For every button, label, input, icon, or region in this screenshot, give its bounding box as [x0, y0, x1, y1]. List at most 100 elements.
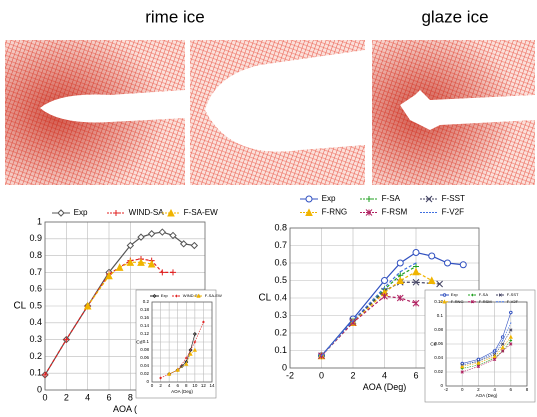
marker: [137, 233, 145, 241]
plot-frame: [445, 301, 528, 387]
marker: [152, 293, 157, 299]
marker: [427, 276, 436, 284]
marker: [425, 195, 433, 203]
x-tick-label: 2: [64, 392, 69, 402]
marker: [412, 267, 420, 276]
y-tick-label: 0.8: [29, 250, 42, 260]
y-tick-label: 0.02: [434, 369, 443, 374]
marker: [509, 328, 513, 332]
y-tick-label: 0.3: [29, 334, 42, 344]
y-tick-label: 0.1: [274, 345, 287, 355]
legend-label: F-RSM: [479, 299, 492, 304]
marker: [500, 345, 505, 350]
x-tick-label: 4: [168, 383, 171, 388]
x-tick-label: 4: [493, 387, 496, 392]
x-tick-label: 8: [185, 383, 188, 388]
marker: [501, 349, 505, 353]
x-tick-label: 8: [526, 387, 529, 392]
y-tick-label: 0: [440, 383, 443, 388]
marker: [492, 357, 497, 362]
marker: [175, 294, 178, 298]
x-tick-label: 6: [510, 387, 513, 392]
marker: [305, 208, 313, 216]
mesh-image: [372, 40, 535, 185]
x-axis-label: AOA (Deg): [171, 389, 193, 394]
marker: [442, 299, 447, 304]
y-tick-label: 0.12: [140, 331, 149, 336]
marker: [509, 342, 513, 346]
y-tick-label: 0.6: [274, 257, 287, 267]
y-tick-label: 0.1: [143, 339, 150, 344]
y-tick-label: 0.6: [29, 284, 42, 294]
marker: [412, 278, 420, 286]
y-tick-label: 0.7: [29, 267, 42, 277]
y-tick-label: 0: [146, 379, 149, 384]
x-tick-label: 4: [382, 370, 387, 380]
marker: [147, 259, 156, 268]
marker: [442, 293, 447, 297]
marker: [415, 262, 417, 264]
x-tick-label: 0: [42, 392, 47, 402]
legend-label: Exp: [451, 292, 459, 297]
x-tick-label: -2: [286, 370, 294, 380]
marker: [444, 259, 452, 267]
y-tick-label: 0.1: [29, 368, 42, 378]
marker: [502, 339, 504, 342]
marker: [42, 371, 48, 378]
mesh-image: [190, 40, 365, 185]
marker: [188, 351, 193, 356]
y-tick-label: 0.2: [143, 299, 150, 304]
marker: [412, 249, 420, 256]
x-tick-label: 6: [106, 392, 111, 402]
marker: [57, 209, 65, 217]
legend-label: WIND-SA: [183, 293, 201, 298]
y-tick-label: 0.3: [274, 310, 287, 320]
y-tick-label: 0.08: [140, 347, 149, 352]
marker: [501, 342, 505, 346]
marker: [179, 240, 188, 248]
marker: [509, 339, 513, 342]
y-tick-label: 0: [282, 362, 287, 372]
marker: [492, 354, 497, 359]
marker: [192, 347, 197, 352]
x-tick-label: 0: [461, 387, 464, 392]
marker: [105, 271, 113, 280]
series-line: [321, 295, 417, 357]
marker: [500, 335, 505, 339]
panel-title: rime ice: [145, 7, 205, 26]
y-tick-label: 0.04: [434, 355, 443, 360]
marker: [196, 293, 201, 298]
series-line: [462, 329, 512, 366]
marker: [470, 300, 475, 304]
marker: [461, 364, 463, 366]
legend-label: F-RNG: [322, 208, 348, 217]
marker: [63, 336, 70, 343]
marker: [184, 356, 188, 360]
plot-frame: [151, 301, 213, 383]
marker: [494, 351, 496, 353]
marker: [381, 292, 388, 300]
panel-title: glaze ice: [421, 7, 488, 26]
x-tick-label: 0: [151, 383, 154, 388]
y-tick-label: 0.14: [140, 323, 149, 328]
legend-label: Exp: [161, 293, 169, 298]
marker: [83, 301, 92, 310]
marker: [399, 271, 401, 273]
y-tick-label: 0.8: [274, 222, 287, 232]
x-tick-label: 2: [159, 383, 162, 388]
marker: [352, 320, 354, 322]
legend-label: F-RSM: [382, 208, 408, 217]
y-axis-label: CL: [13, 301, 26, 312]
series-line: [462, 343, 511, 373]
marker: [396, 276, 405, 284]
mesh-image: [5, 40, 185, 185]
y-tick-label: 0.9: [29, 233, 42, 243]
x-tick-label: 8: [128, 392, 133, 402]
y-tick-label: 0.08: [434, 327, 443, 332]
marker: [184, 361, 189, 366]
marker: [508, 334, 513, 339]
series-line: [169, 349, 196, 375]
marker: [305, 195, 313, 203]
marker: [147, 230, 156, 238]
inset-frame: [135, 289, 217, 399]
